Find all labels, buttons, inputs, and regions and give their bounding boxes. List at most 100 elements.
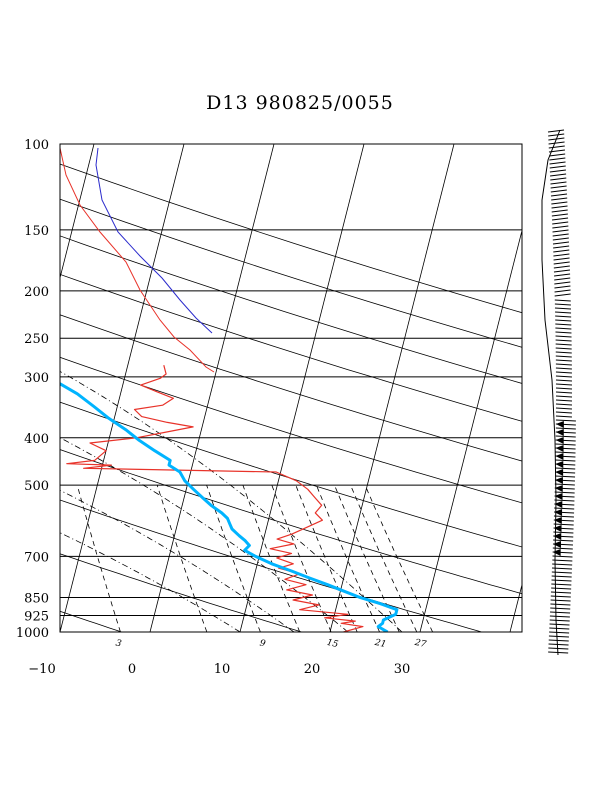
wind-barb <box>555 327 572 330</box>
pressure-tick-label: 100 <box>24 138 49 153</box>
wind-barb <box>555 367 572 370</box>
wind-barb <box>550 607 571 610</box>
wind-barb <box>551 583 572 586</box>
wind-barb <box>551 571 572 574</box>
wind-barb <box>554 289 571 293</box>
wind-barb <box>549 623 570 626</box>
isobar-lines <box>60 143 522 633</box>
mixing-ratio-line <box>295 484 358 632</box>
wind-barb <box>555 331 572 334</box>
wind-barb <box>549 615 570 618</box>
dry-adiabat-line <box>60 610 122 632</box>
temperature-tick-label: 30 <box>394 662 411 677</box>
wind-barb <box>555 379 573 382</box>
pressure-tick-label: 925 <box>24 609 49 624</box>
wind-barb <box>555 427 576 430</box>
wind-barb <box>554 483 575 486</box>
moist-adiabat-line <box>60 437 349 632</box>
mixing-ratio-line <box>364 484 434 632</box>
wind-barb <box>555 355 572 358</box>
wind-barb <box>549 619 570 622</box>
moist-adiabat-lines <box>60 370 403 632</box>
wind-barb <box>555 451 576 454</box>
wind-barb <box>554 303 571 306</box>
wind-barb <box>548 145 565 149</box>
pressure-tick-label: 400 <box>24 432 49 447</box>
wind-barb <box>552 547 573 550</box>
wind-barb <box>555 395 573 398</box>
wind-barb <box>555 375 572 378</box>
wind-barb <box>555 459 576 462</box>
wind-barb <box>548 141 565 145</box>
mixing-ratio-line <box>76 484 121 632</box>
wind-barb <box>554 281 571 285</box>
wind-barb <box>555 403 573 406</box>
wind-barb <box>555 443 576 446</box>
temperature-tick-label: −10 <box>28 662 55 677</box>
wind-barb <box>552 555 573 558</box>
mixing-ratio-labels: 3 9 15 21 27 <box>115 638 428 650</box>
wind-barb <box>548 643 569 646</box>
wind-barb <box>551 579 572 582</box>
wind-barb <box>554 307 571 310</box>
isotherm-line <box>60 144 95 280</box>
wind-barb-pennant <box>553 517 562 524</box>
wind-barb <box>553 249 570 253</box>
wind-barb <box>550 189 567 193</box>
mixing-ratio-line <box>242 484 301 632</box>
wind-barb <box>555 335 572 338</box>
wind-barb-column <box>541 129 576 656</box>
upper-dewpoint-reference-line <box>60 147 215 373</box>
wind-barb-pennant <box>552 549 561 556</box>
wind-barb <box>552 241 570 245</box>
wind-barb <box>551 575 572 578</box>
wind-barb <box>553 515 574 518</box>
wind-barb <box>551 205 568 209</box>
pressure-tick-label: 200 <box>24 285 49 300</box>
wind-barb <box>555 319 572 322</box>
wind-barb <box>550 603 571 606</box>
wind-barb <box>553 531 574 534</box>
wind-barb <box>551 197 568 201</box>
wind-barb <box>555 415 572 418</box>
wind-barb <box>551 567 573 570</box>
wind-barb <box>555 411 572 414</box>
wind-barb <box>549 165 566 169</box>
wind-barb <box>551 213 568 217</box>
wind-barb <box>552 237 569 241</box>
wind-barb <box>552 229 569 233</box>
wind-barb <box>550 177 567 181</box>
wind-barb <box>550 595 571 598</box>
wind-barb <box>550 181 567 185</box>
wind-barb <box>548 133 565 137</box>
isotherm-line <box>149 144 275 632</box>
isotherm-line <box>600 144 612 632</box>
dry-adiabat-line <box>60 314 522 462</box>
wind-barb <box>550 599 571 602</box>
dry-adiabat-line <box>60 273 522 422</box>
wind-barb <box>555 399 573 402</box>
wind-barb <box>554 285 571 289</box>
pressure-tick-label: 150 <box>24 224 49 239</box>
pressure-tick-label: 300 <box>24 371 49 386</box>
isotherm-lines <box>60 144 612 632</box>
wind-barb-pennant <box>555 421 564 428</box>
dry-adiabat-line <box>60 356 522 504</box>
wind-barb <box>551 587 572 590</box>
wind-barb <box>549 169 566 173</box>
wind-barb <box>555 419 576 422</box>
wind-barb <box>555 435 576 438</box>
wind-barb <box>555 391 573 394</box>
wind-barb <box>554 293 571 297</box>
dry-adiabat-lines <box>60 163 522 632</box>
wind-barb-pennant <box>555 429 564 436</box>
wind-barb-pennant <box>553 533 562 540</box>
plot-frame <box>59 143 523 633</box>
mixing-ratio-label: 3 <box>115 639 123 650</box>
wind-barb <box>551 201 568 205</box>
wind-barb <box>555 347 572 350</box>
wind-barb <box>555 351 572 354</box>
wind-barb <box>550 185 567 189</box>
mixing-ratio-line <box>156 484 208 632</box>
